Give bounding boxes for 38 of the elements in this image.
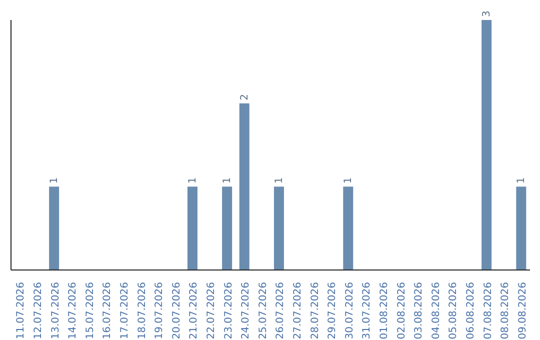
x-tick-label: 17.07.2026 — [119, 282, 130, 340]
x-tick-label: 14.07.2026 — [68, 282, 79, 340]
x-tick-label: 02.08.2026 — [396, 282, 408, 340]
x-tick-label: 11.07.2026 — [16, 282, 27, 340]
x-tick-label: 03.08.2026 — [414, 282, 425, 340]
data-label: 1 — [222, 177, 234, 184]
data-label: 1 — [343, 177, 354, 184]
x-tick-label: 19.07.2026 — [154, 282, 166, 340]
x-tick-label: 09.08.2026 — [517, 282, 528, 340]
data-label: 1 — [187, 177, 198, 184]
x-tick-label: 28.07.2026 — [310, 282, 321, 340]
x-tick-label: 20.07.2026 — [171, 282, 182, 340]
x-tick-label: 30.07.2026 — [344, 282, 356, 340]
x-tick-label: 27.07.2026 — [292, 282, 304, 340]
x-tick-label: 22.07.2026 — [206, 282, 217, 340]
x-tick-label: 31.07.2026 — [362, 282, 373, 340]
x-tick-label: 07.08.2026 — [482, 282, 494, 340]
x-tick-label: 08.08.2026 — [500, 282, 512, 340]
x-tick-label: 01.08.2026 — [378, 282, 390, 340]
x-tick-label: 12.07.2026 — [32, 282, 44, 340]
x-tick-label: 21.07.2026 — [188, 282, 200, 340]
data-label: 3 — [482, 10, 493, 17]
x-tick-label: 24.07.2026 — [240, 282, 252, 340]
data-label: 2 — [239, 94, 250, 100]
x-tick-label: 23.07.2026 — [223, 282, 234, 340]
x-tick-label: 29.07.2026 — [327, 282, 338, 340]
x-tick-label: 26.07.2026 — [275, 282, 286, 340]
data-label: 1 — [274, 177, 285, 184]
x-tick-label: 16.07.2026 — [102, 282, 114, 340]
x-tick-label: 18.07.2026 — [136, 282, 148, 340]
data-label: 1 — [516, 177, 528, 184]
x-tick-label: 15.07.2026 — [84, 282, 96, 340]
x-tick-label: 05.08.2026 — [448, 282, 460, 340]
x-tick-label: 13.07.2026 — [50, 282, 62, 340]
data-label: 1 — [49, 177, 60, 184]
x-tick-label: 04.08.2026 — [430, 282, 442, 340]
x-tick-label: 25.07.2026 — [258, 282, 269, 340]
x-tick-label: 06.08.2026 — [465, 282, 476, 340]
